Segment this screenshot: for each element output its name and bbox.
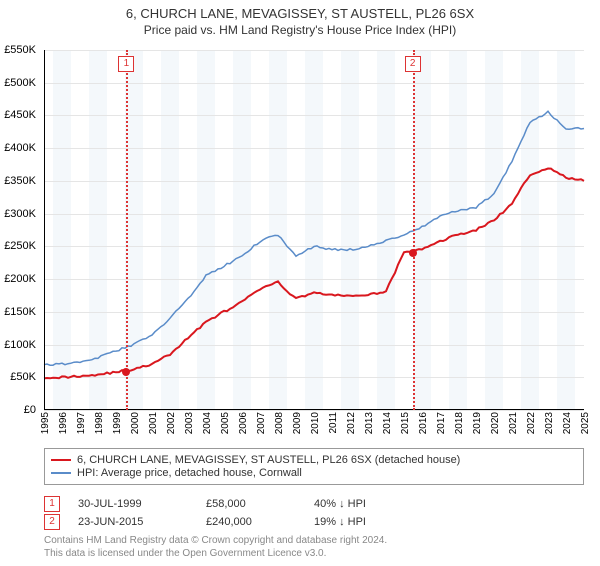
event-table: 1 30-JUL-1999 £58,000 40% ↓ HPI 2 23-JUN-2015… (44, 494, 584, 532)
event-row-price: £58,000 (206, 498, 296, 510)
x-tick-label: 2010 (310, 412, 321, 434)
x-tick-label: 2015 (400, 412, 411, 434)
x-tick-label: 1999 (112, 412, 123, 434)
x-tick-label: 2022 (526, 412, 537, 434)
y-tick-label: £500K (0, 77, 36, 89)
y-tick-label: £450K (0, 109, 36, 121)
x-tick-label: 2019 (472, 412, 483, 434)
y-tick-label: £200K (0, 273, 36, 285)
y-tick-label: £0 (0, 404, 36, 416)
event-dot (122, 368, 130, 376)
event-tag: 2 (405, 56, 421, 72)
x-tick-label: 2011 (328, 412, 339, 434)
legend-row: HPI: Average price, detached house, Corn… (51, 467, 577, 479)
y-tick-label: £400K (0, 142, 36, 154)
event-row-delta: 40% ↓ HPI (314, 498, 424, 510)
x-tick-label: 2005 (220, 412, 231, 434)
x-tick-label: 1997 (76, 412, 87, 434)
legend: 6, CHURCH LANE, MEVAGISSEY, ST AUSTELL, … (44, 448, 584, 485)
event-row-date: 23-JUN-2015 (78, 516, 188, 528)
series-hpi (44, 111, 584, 365)
legend-swatch (51, 472, 71, 474)
event-line (126, 50, 128, 410)
y-tick-label: £150K (0, 306, 36, 318)
x-tick-label: 2020 (490, 412, 501, 434)
event-row-date: 30-JUL-1999 (78, 498, 188, 510)
y-tick-label: £100K (0, 339, 36, 351)
event-row-delta: 19% ↓ HPI (314, 516, 424, 528)
event-tag: 1 (118, 56, 134, 72)
legend-row: 6, CHURCH LANE, MEVAGISSEY, ST AUSTELL, … (51, 454, 577, 466)
event-row-tag: 1 (44, 496, 60, 512)
x-tick-label: 2002 (166, 412, 177, 434)
y-tick-label: £300K (0, 208, 36, 220)
x-tick-label: 2008 (274, 412, 285, 434)
x-tick-label: 2016 (418, 412, 429, 434)
event-row-tag: 2 (44, 514, 60, 530)
event-dot (409, 249, 417, 257)
event-row: 1 30-JUL-1999 £58,000 40% ↓ HPI (44, 496, 584, 512)
x-tick-label: 2018 (454, 412, 465, 434)
x-tick-label: 2000 (130, 412, 141, 434)
x-tick-label: 2023 (544, 412, 555, 434)
x-tick-label: 2017 (436, 412, 447, 434)
legend-label: 6, CHURCH LANE, MEVAGISSEY, ST AUSTELL, … (77, 454, 460, 466)
y-tick-label: £50K (0, 371, 36, 383)
gridline (44, 410, 584, 411)
x-tick-label: 2012 (346, 412, 357, 434)
chart-title: 6, CHURCH LANE, MEVAGISSEY, ST AUSTELL, … (0, 6, 600, 21)
x-tick-label: 2001 (148, 412, 159, 434)
y-tick-label: £350K (0, 175, 36, 187)
event-line (413, 50, 415, 410)
x-tick-label: 2014 (382, 412, 393, 434)
event-row-price: £240,000 (206, 516, 296, 528)
x-tick-label: 1998 (94, 412, 105, 434)
legend-label: HPI: Average price, detached house, Corn… (77, 467, 302, 479)
y-tick-label: £550K (0, 44, 36, 56)
chart-plot-area: £0£50K£100K£150K£200K£250K£300K£350K£400… (44, 50, 584, 410)
x-tick-label: 2007 (256, 412, 267, 434)
x-tick-label: 2009 (292, 412, 303, 434)
series-property (44, 169, 584, 379)
x-tick-label: 2006 (238, 412, 249, 434)
x-tick-label: 2013 (364, 412, 375, 434)
x-tick-label: 1995 (40, 412, 51, 434)
event-row: 2 23-JUN-2015 £240,000 19% ↓ HPI (44, 514, 584, 530)
x-tick-label: 2021 (508, 412, 519, 434)
chart-subtitle: Price paid vs. HM Land Registry's House … (0, 23, 600, 37)
credits: Contains HM Land Registry data © Crown c… (44, 534, 584, 560)
x-tick-label: 2024 (562, 412, 573, 434)
legend-swatch (51, 459, 71, 461)
x-tick-label: 2004 (202, 412, 213, 434)
credits-line2: This data is licensed under the Open Gov… (44, 547, 584, 560)
y-tick-label: £250K (0, 240, 36, 252)
x-tick-label: 1996 (58, 412, 69, 434)
x-tick-label: 2025 (580, 412, 591, 434)
credits-line1: Contains HM Land Registry data © Crown c… (44, 534, 584, 547)
x-tick-label: 2003 (184, 412, 195, 434)
